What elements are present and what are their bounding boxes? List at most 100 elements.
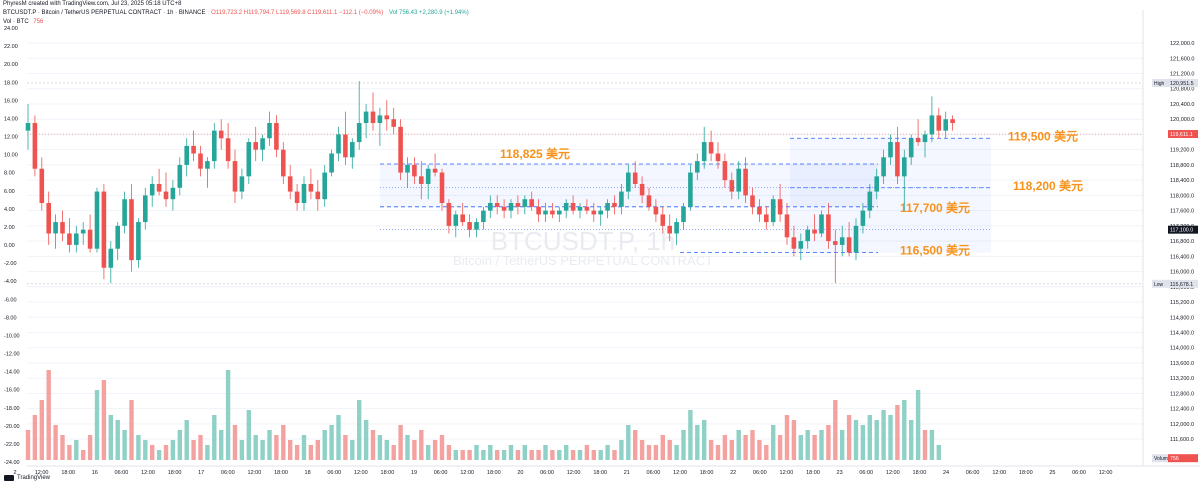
- volume-bar: [536, 450, 541, 460]
- volume-bar: [612, 450, 617, 460]
- candle-body: [453, 214, 459, 226]
- candle-body: [577, 206, 583, 211]
- volume-bar: [377, 435, 383, 460]
- candle-body: [412, 164, 417, 177]
- volume-bar: [819, 430, 824, 460]
- left-tick-label: 22.00: [4, 44, 18, 50]
- volume-bar: [170, 440, 176, 460]
- volume-bar: [639, 440, 645, 460]
- candle-body: [736, 168, 741, 192]
- candle-body: [25, 123, 31, 131]
- volume-bar: [260, 440, 265, 460]
- left-tick-label: -24.00: [4, 460, 20, 466]
- candle-body: [370, 111, 376, 124]
- candle-body: [598, 210, 603, 215]
- candle-body: [550, 210, 555, 215]
- volume-bar: [902, 400, 907, 460]
- candle-body: [826, 214, 831, 242]
- time-tick-label: 12:00: [886, 470, 900, 476]
- time-tick-label: 18:00: [487, 470, 501, 476]
- time-tick-label: 21: [624, 470, 630, 476]
- volume-bar: [750, 430, 755, 460]
- tradingview-footer: TradingView: [4, 475, 50, 481]
- indicator-legend[interactable]: Vol · BTC 756: [3, 19, 43, 26]
- candle-body: [488, 203, 493, 211]
- volume-bar: [301, 435, 307, 460]
- volume-bar: [743, 435, 748, 460]
- volume-bar: [343, 435, 348, 460]
- volume-bar: [405, 435, 410, 460]
- left-tick-label: 16.00: [4, 98, 18, 104]
- candle-body: [626, 172, 631, 192]
- candle-body: [101, 191, 107, 268]
- candle-body: [329, 153, 334, 173]
- left-tick-label: 2.00: [4, 225, 15, 231]
- time-tick-label: 18: [305, 470, 311, 476]
- volume-bar: [481, 450, 486, 460]
- candle-body: [177, 164, 183, 188]
- volume-bar: [198, 435, 203, 460]
- candle-body: [294, 191, 300, 204]
- volume-bar: [294, 445, 300, 460]
- volume-bar: [122, 430, 127, 460]
- volume-bar: [357, 400, 362, 460]
- time-tick-label: 12:00: [141, 470, 155, 476]
- volume-bar: [288, 440, 293, 460]
- time-tick-label: 12:00: [1099, 470, 1113, 476]
- volume-bar: [805, 430, 810, 460]
- volume-bar: [432, 440, 438, 460]
- candle-body: [819, 214, 824, 234]
- time-tick-label: 18:00: [381, 470, 395, 476]
- candle-body: [460, 214, 465, 223]
- candle-body: [191, 145, 196, 154]
- volume-bar: [522, 445, 527, 460]
- candle-body: [929, 115, 935, 135]
- candle-body: [246, 142, 252, 177]
- time-tick-label: 12:00: [248, 470, 262, 476]
- price-marker: [1168, 225, 1198, 234]
- candle-body: [149, 183, 155, 196]
- level-label: 117,700 美元: [900, 200, 970, 215]
- candle-body: [639, 183, 645, 196]
- candle-body: [356, 123, 362, 143]
- volume-bar: [674, 445, 679, 460]
- byline: PhyresM created with TradingView.com, Ju…: [3, 1, 182, 7]
- candle-body: [688, 172, 693, 207]
- candle-body: [218, 130, 224, 139]
- candle-body: [212, 130, 217, 162]
- candle-body: [777, 199, 783, 215]
- volume-bar: [474, 445, 479, 460]
- left-tick-label: 8.00: [4, 171, 15, 177]
- left-tick-label: -8.00: [4, 315, 17, 321]
- volume-bar: [784, 415, 790, 460]
- volume-bar: [308, 445, 314, 460]
- price-marker-tag: [1152, 454, 1169, 463]
- volume-bar: [867, 415, 872, 460]
- left-tick-label: -18.00: [4, 406, 20, 412]
- price-tick-label: 112,000.0: [1170, 422, 1194, 428]
- left-tick-label: 4.00: [4, 207, 15, 213]
- candle-body: [308, 183, 314, 192]
- volume-bar: [115, 420, 120, 460]
- candle-body: [922, 134, 928, 143]
- time-tick-label: 06:00: [647, 470, 661, 476]
- symbol-legend[interactable]: BTCUSDT.P · Bitcoin / TetherUS PERPETUAL…: [3, 10, 469, 17]
- volume-bar: [191, 440, 196, 460]
- price-marker-tag: [1152, 279, 1169, 288]
- candle-body: [267, 123, 272, 139]
- price-marker-value: 120,951.5: [1170, 81, 1194, 87]
- price-marker-tag: [1152, 78, 1169, 87]
- candle-body: [784, 214, 790, 238]
- candle-body: [115, 225, 120, 249]
- price-tick-label: 114,400.0: [1170, 331, 1194, 337]
- volume-bar: [798, 435, 803, 460]
- candle-body: [701, 142, 707, 162]
- volume-bar: [515, 450, 521, 460]
- left-tick-label: 12.00: [4, 135, 18, 141]
- candle-body: [536, 206, 541, 215]
- time-tick-label: 18:00: [168, 470, 182, 476]
- candle-body: [425, 168, 431, 184]
- candle-body: [943, 119, 948, 131]
- time-tick-label: 06:00: [434, 470, 448, 476]
